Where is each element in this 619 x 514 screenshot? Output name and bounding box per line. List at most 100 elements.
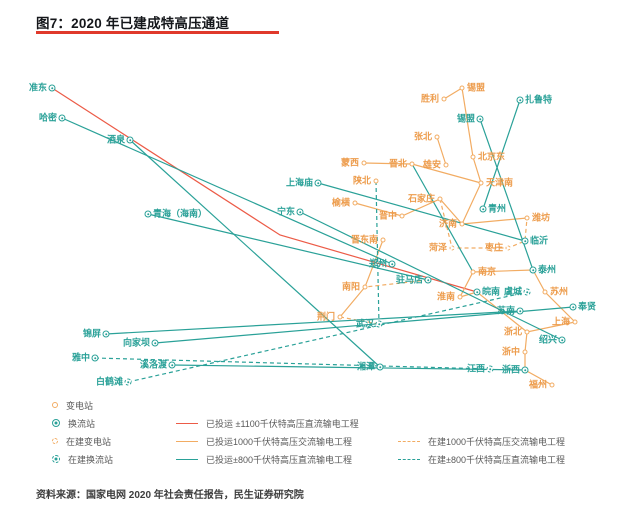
converter-dot-icon xyxy=(479,205,487,213)
legend-item: 已投运±800千伏特高压直流输电工程 xyxy=(176,450,359,468)
power-line-驻马店-南阳 xyxy=(364,279,429,288)
substation-dot-icon xyxy=(362,284,368,290)
converter-dot-icon xyxy=(569,303,577,311)
station-label: 上海庙 xyxy=(285,177,313,188)
converter-dot-icon xyxy=(375,320,383,328)
substation-dot-icon xyxy=(549,382,555,388)
legend-item: 已投运 ±1100千伏特高压直流输电工程 xyxy=(176,414,359,432)
station-label: 绍兴 xyxy=(538,334,557,345)
station-label: 北京东 xyxy=(478,151,506,162)
power-line-青海-驻马店 xyxy=(147,213,429,281)
station-label: 苏南 xyxy=(496,305,515,316)
substation-dot-icon xyxy=(437,196,443,202)
converter-dot-icon xyxy=(151,339,159,347)
substation-dot-icon xyxy=(470,269,476,275)
substation-dot-icon xyxy=(352,200,358,206)
station-label: 白鹤滩 xyxy=(95,376,123,387)
legend-label: 换流站 xyxy=(68,418,96,429)
station-label: 浙中 xyxy=(501,346,520,357)
power-line-白鹤滩-虞城 xyxy=(127,291,528,383)
station-label: 宁东 xyxy=(276,206,295,217)
converter-dot-icon xyxy=(476,115,484,123)
station-label: 准东 xyxy=(28,82,47,93)
station-label: 淮南 xyxy=(436,291,455,302)
legend-lines-primary: 已投运 ±1100千伏特高压直流输电工程已投运1000千伏特高压交流输电工程 已投… xyxy=(176,414,359,468)
legend-item: 变电站 xyxy=(52,396,113,414)
converter-dot-icon xyxy=(124,378,132,386)
legend-item: 在建换流站 xyxy=(52,450,113,468)
converter-dot-icon xyxy=(516,307,524,315)
station-label: 浙北 xyxy=(503,326,522,337)
converter-dot-icon xyxy=(473,288,481,296)
converter-dot-icon xyxy=(558,336,566,344)
converter-marker-icon xyxy=(52,419,60,427)
station-label: 青州 xyxy=(488,203,507,214)
converter-dot-icon xyxy=(521,366,529,374)
legend-label: 已投运1000千伏特高压交流输电工程 xyxy=(206,436,353,447)
station-label: 南京 xyxy=(478,266,497,277)
station-label: 奉贤 xyxy=(578,301,597,312)
power-line-锦屏-苏南 xyxy=(105,310,521,335)
station-label: 济南 xyxy=(438,218,457,229)
power-line-扎鲁特-青州 xyxy=(482,99,521,210)
legend-label: 变电站 xyxy=(66,400,94,411)
substation-dot-icon xyxy=(409,161,415,167)
converter-dot-icon xyxy=(48,84,56,92)
station-label: 潍坊 xyxy=(532,212,551,223)
substation-dot-icon xyxy=(434,134,440,140)
station-label: 南阳 xyxy=(341,281,360,292)
substation-dot-icon xyxy=(505,245,511,251)
substation-dot-icon xyxy=(380,237,386,243)
substation-dot-icon xyxy=(470,154,476,160)
converter-dot-icon xyxy=(516,96,524,104)
figure-title: 图7：2020 年已建成特高压通道 xyxy=(36,16,230,31)
converter-dot-icon xyxy=(126,136,134,144)
converter-dot-icon xyxy=(296,208,304,216)
station-label: 福州 xyxy=(528,379,547,390)
power-line-浙北-浙中-浙西-福州 xyxy=(524,331,553,386)
substation-dot-icon xyxy=(459,85,465,91)
line-sample-icon xyxy=(398,458,420,460)
legend-item: 已投运1000千伏特高压交流输电工程 xyxy=(176,432,359,450)
substation-uc-marker-icon xyxy=(52,438,58,444)
station-label: 溪洛渡 xyxy=(139,359,167,370)
power-line-锡盟-泰州 xyxy=(479,118,534,271)
power-line-雅中-江西 xyxy=(94,357,491,370)
legend-markers: 变电站 换流站 在建变电站 在建换流站 xyxy=(52,396,113,468)
converter-dot-icon xyxy=(388,260,396,268)
substation-dot-icon xyxy=(524,329,530,335)
power-line-张北-雄安 xyxy=(436,136,447,166)
converter-dot-icon xyxy=(102,330,110,338)
station-label: 上海 xyxy=(551,316,570,327)
line-sample-icon xyxy=(398,440,420,442)
converter-dot-icon xyxy=(314,179,322,187)
legend-item: 在建1000千伏特高压交流输电工程 xyxy=(398,432,565,450)
power-line-哈密-郑州 xyxy=(61,117,393,265)
power-line-晋北-南京 xyxy=(411,163,474,273)
legend-item: 换流站 xyxy=(52,414,113,432)
station-label: 浙西 xyxy=(501,364,520,375)
substation-dot-icon xyxy=(478,180,484,186)
source-note: 资料来源：国家电网 2020 年社会责任报告，民生证券研究院 xyxy=(36,490,304,501)
station-label: 临沂 xyxy=(530,235,549,246)
station-label: 虞城 xyxy=(503,286,522,297)
station-label: 哈密 xyxy=(38,112,57,123)
station-label: 青海（海南） xyxy=(153,208,208,219)
station-label: 扎鲁特 xyxy=(525,94,553,105)
station-label: 郑州 xyxy=(368,258,387,269)
station-label: 胜利 xyxy=(420,93,439,104)
station-label: 锦屏 xyxy=(82,328,101,339)
converter-dot-icon xyxy=(424,276,432,284)
substation-dot-icon xyxy=(459,221,465,227)
legend-label: 已投运±800千伏特高压直流输电工程 xyxy=(206,454,352,465)
power-line-上海庙-临沂 xyxy=(317,182,526,242)
substation-dot-icon xyxy=(361,160,367,166)
station-label: 驻马店 xyxy=(395,274,423,285)
line-sample-icon xyxy=(176,458,198,460)
converter-dot-icon xyxy=(521,237,529,245)
converter-dot-icon xyxy=(376,363,384,371)
converter-dot-icon xyxy=(523,288,531,296)
